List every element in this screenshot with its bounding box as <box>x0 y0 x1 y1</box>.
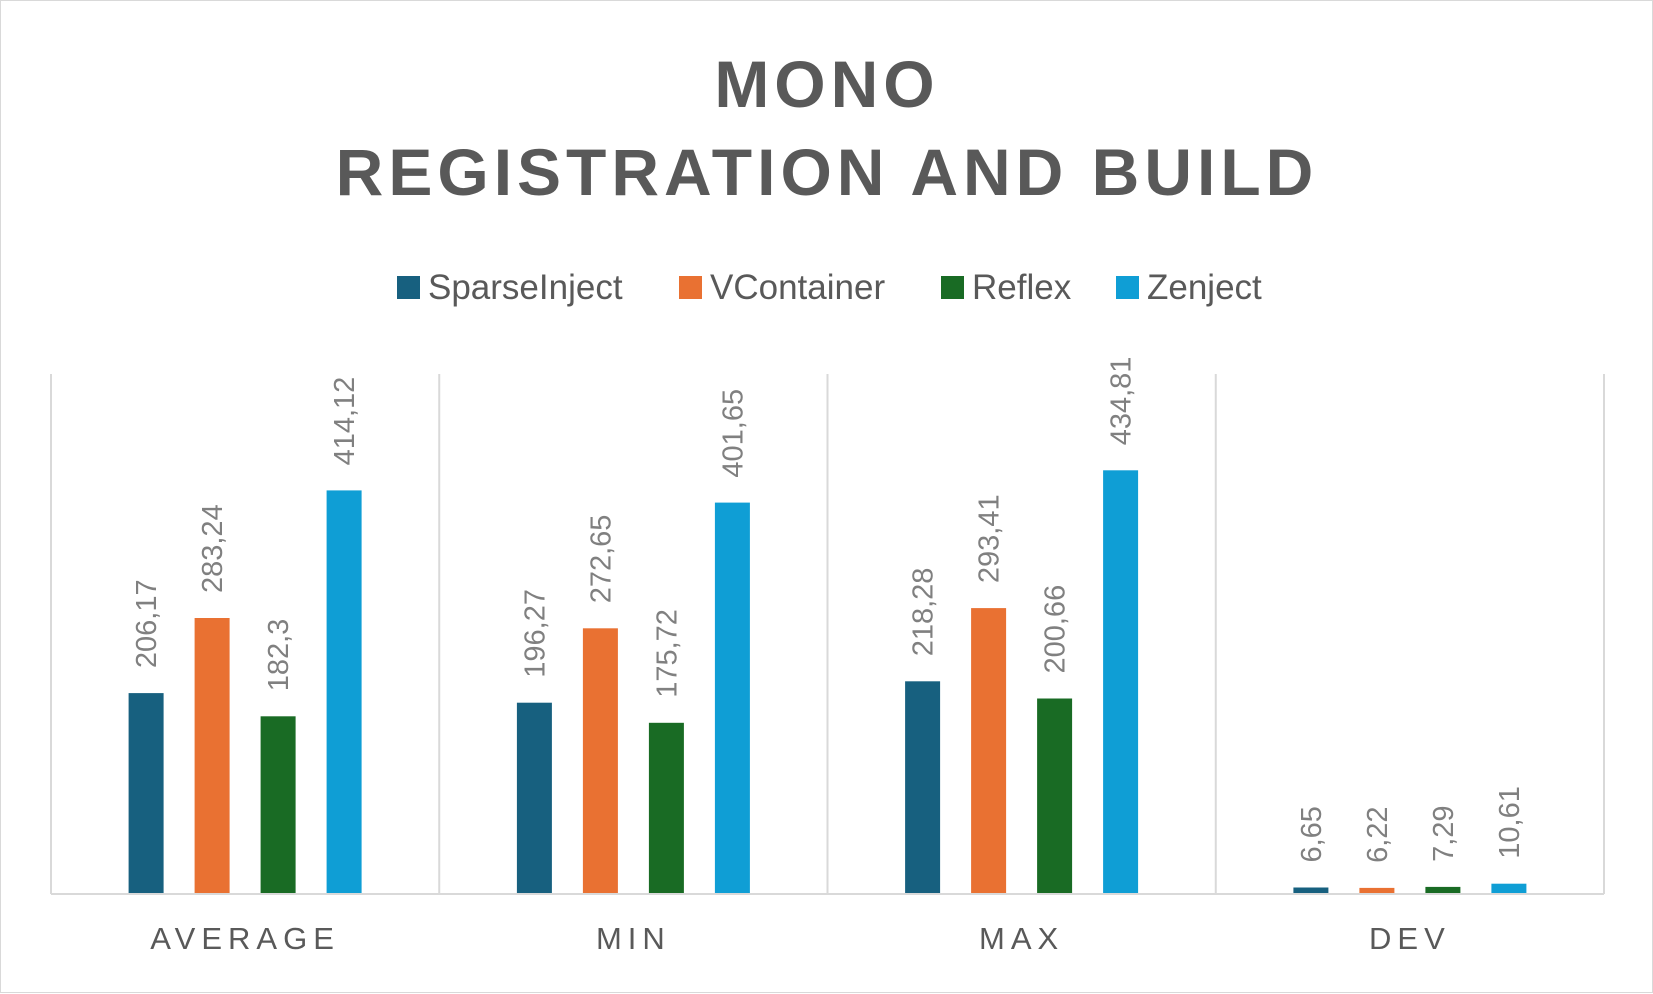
legend-label-vcontainer: VContainer <box>710 268 885 307</box>
bar-vcontainer-average <box>194 618 230 894</box>
chart-title-line-1: MONO <box>714 47 939 121</box>
bar-sparseinject-min <box>516 702 552 894</box>
bar-reflex-average <box>260 716 296 894</box>
bars <box>128 470 1527 894</box>
data-label-reflex-min: 175,72 <box>651 609 683 698</box>
data-label-zenject-dev: 10,61 <box>1494 786 1526 859</box>
category-labels: AVERAGE MIN MAX DEV <box>150 921 1451 956</box>
bar-reflex-dev <box>1425 886 1461 894</box>
bar-reflex-min <box>648 722 684 894</box>
bar-reflex-max <box>1037 698 1073 894</box>
legend-swatch-zenject <box>1116 276 1139 299</box>
category-label-min: MIN <box>596 921 671 956</box>
chart-title: MONO REGISTRATION AND BUILD <box>336 47 1319 209</box>
bar-zenject-average <box>326 490 362 894</box>
data-label-vcontainer-dev: 6,22 <box>1362 806 1394 862</box>
legend-label-sparseinject: SparseInject <box>428 268 623 307</box>
category-label-average: AVERAGE <box>150 921 340 956</box>
data-label-zenject-average: 414,12 <box>329 377 361 466</box>
data-label-zenject-min: 401,65 <box>717 389 749 478</box>
data-label-reflex-average: 182,3 <box>263 619 295 692</box>
category-separators <box>50 374 1605 894</box>
bar-zenject-dev <box>1491 883 1527 894</box>
bar-vcontainer-max <box>971 608 1007 894</box>
bar-sparseinject-dev <box>1293 887 1329 894</box>
legend-swatch-vcontainer <box>679 276 702 299</box>
legend-label-reflex: Reflex <box>972 268 1072 307</box>
data-label-sparseinject-max: 218,28 <box>908 568 940 657</box>
legend-label-zenject: Zenject <box>1147 268 1262 307</box>
bar-zenject-min <box>714 502 750 894</box>
data-label-sparseinject-min: 196,27 <box>519 589 551 678</box>
legend-swatch-sparseinject <box>397 276 420 299</box>
chart-title-line-2: REGISTRATION AND BUILD <box>336 135 1319 209</box>
data-label-reflex-dev: 7,29 <box>1428 805 1460 861</box>
category-label-dev: DEV <box>1369 921 1451 956</box>
bar-sparseinject-average <box>128 693 164 894</box>
legend-swatch-reflex <box>941 276 964 299</box>
category-label-max: MAX <box>979 921 1064 956</box>
bar-sparseinject-max <box>905 681 941 894</box>
data-label-reflex-max: 200,66 <box>1040 585 1072 674</box>
data-label-vcontainer-average: 283,24 <box>197 504 229 593</box>
data-labels: 206,17 283,24 182,3 414,12 196,27 272,65 175,7… <box>131 357 1526 863</box>
data-label-zenject-max: 434,81 <box>1106 357 1138 446</box>
data-label-vcontainer-min: 272,65 <box>585 515 617 604</box>
data-label-sparseinject-average: 206,17 <box>131 579 163 668</box>
bar-zenject-max <box>1103 470 1139 894</box>
bar-vcontainer-dev <box>1359 887 1395 894</box>
legend: SparseInject VContainer Reflex Zenject <box>397 268 1262 307</box>
data-label-sparseinject-dev: 6,65 <box>1296 806 1328 862</box>
data-label-vcontainer-max: 293,41 <box>974 494 1006 583</box>
bar-vcontainer-min <box>582 628 618 894</box>
